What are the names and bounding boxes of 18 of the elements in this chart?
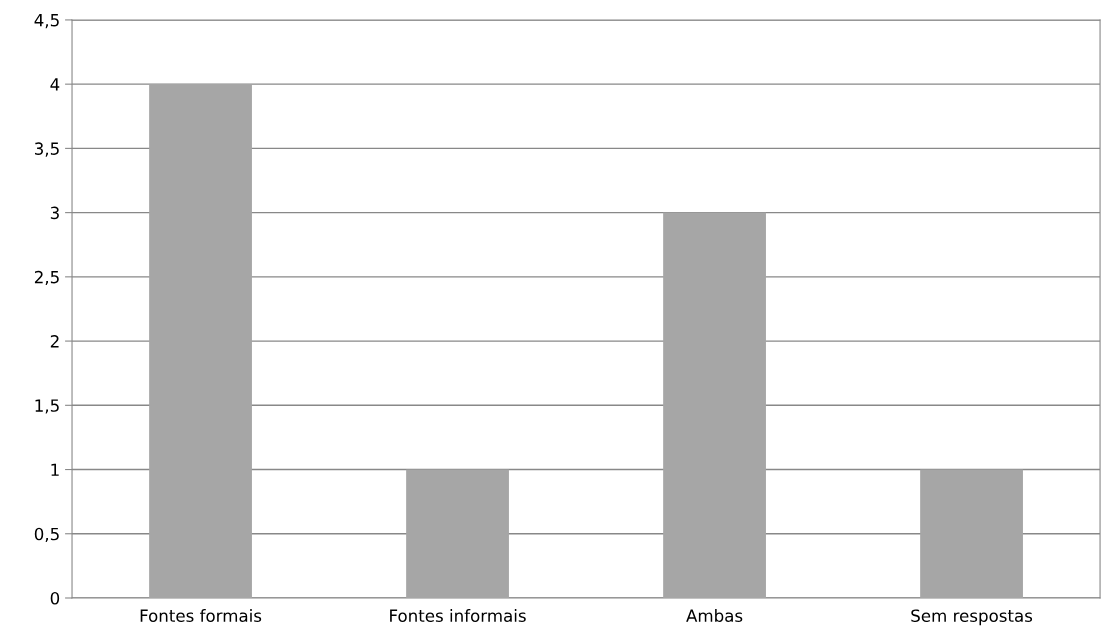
y-tick-label: 2,5 — [34, 270, 59, 286]
y-tick-label: 0,5 — [34, 527, 59, 543]
y-tick-label: 3,5 — [34, 142, 59, 157]
bar — [663, 212, 766, 598]
x-tick-label: Fontes formais — [140, 609, 262, 622]
x-tick-label: Sem respostas — [911, 609, 1033, 626]
y-tick-label: 1,5 — [35, 399, 59, 414]
y-tick-label: 4,5 — [34, 14, 59, 29]
y-tick-label: 2 — [50, 335, 59, 348]
y-tick-label: 3 — [50, 206, 59, 220]
y-tick-label: 1 — [51, 463, 59, 476]
bar — [406, 469, 509, 598]
y-tick-label: 4 — [50, 78, 60, 91]
bar — [920, 469, 1023, 598]
x-tick-label: Fontes informais — [390, 609, 526, 622]
x-tick-label: Ambas — [686, 609, 743, 622]
y-tick-label: 0 — [50, 591, 60, 605]
bar — [149, 84, 252, 598]
